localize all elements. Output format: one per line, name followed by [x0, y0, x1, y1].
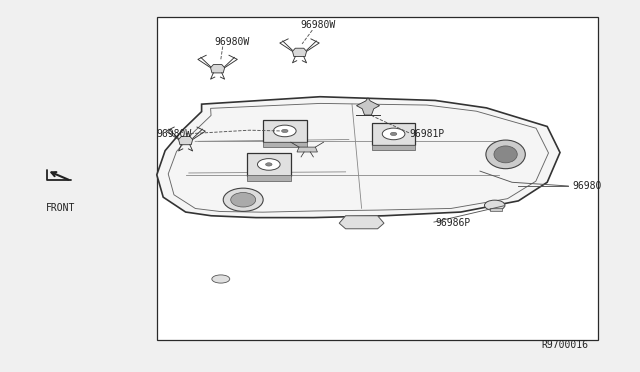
Polygon shape	[339, 216, 384, 229]
Text: 96981P: 96981P	[410, 129, 445, 139]
Ellipse shape	[266, 163, 272, 166]
Ellipse shape	[223, 188, 263, 211]
Ellipse shape	[257, 158, 280, 170]
Bar	[263, 120, 307, 142]
Bar	[157, 17, 598, 340]
Ellipse shape	[282, 129, 288, 133]
Bar	[372, 123, 415, 145]
Text: 96980: 96980	[573, 181, 602, 191]
Ellipse shape	[382, 128, 405, 140]
Polygon shape	[297, 147, 317, 152]
Ellipse shape	[273, 125, 296, 137]
Bar	[372, 145, 415, 150]
Polygon shape	[292, 48, 307, 57]
Polygon shape	[157, 97, 560, 218]
Bar	[263, 142, 307, 147]
Polygon shape	[179, 137, 193, 145]
Bar	[247, 153, 291, 176]
Text: 96980W: 96980W	[157, 129, 192, 139]
Ellipse shape	[484, 200, 505, 211]
Ellipse shape	[494, 146, 517, 163]
Text: 96986P: 96986P	[435, 218, 470, 228]
Ellipse shape	[212, 275, 230, 283]
Ellipse shape	[486, 140, 525, 169]
Polygon shape	[211, 65, 225, 73]
Bar	[247, 175, 291, 181]
Bar	[490, 208, 502, 211]
Text: 96980W: 96980W	[301, 20, 336, 30]
Text: 96980W: 96980W	[214, 36, 250, 46]
Ellipse shape	[231, 193, 255, 207]
Polygon shape	[356, 98, 380, 115]
Text: FRONT: FRONT	[46, 203, 76, 213]
Ellipse shape	[390, 132, 397, 136]
Text: R9700016: R9700016	[542, 340, 589, 350]
